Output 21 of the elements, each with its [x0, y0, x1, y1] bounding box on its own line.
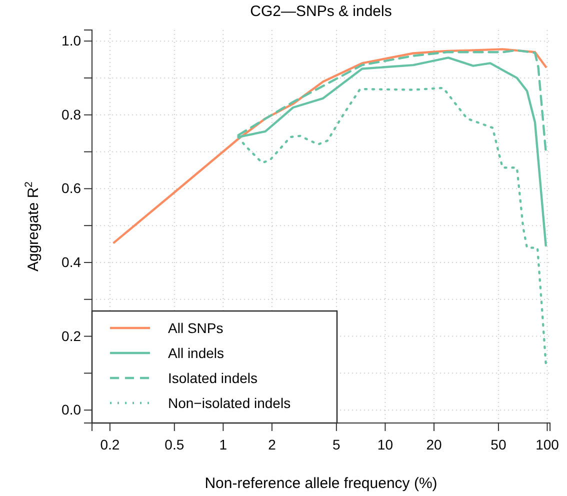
y-tick-label: 0.0 [62, 402, 82, 418]
y-tick-label: 1.0 [62, 32, 82, 49]
y-tick-label: 0.2 [62, 328, 82, 344]
x-tick-label: 20 [426, 436, 442, 452]
x-tick-label: 0.5 [164, 436, 184, 452]
legend-label: Isolated indels [168, 370, 258, 386]
y-tick-label: 0.4 [62, 254, 82, 270]
x-tick-label: 0.2 [100, 436, 120, 452]
legend-label: All SNPs [168, 320, 224, 336]
legend-label: Non−isolated indels [168, 395, 291, 411]
x-tick-label: 2 [268, 436, 276, 452]
legend-label: All indels [168, 345, 224, 361]
x-tick-label: 10 [377, 436, 394, 452]
x-axis-title: Non-reference allele frequency (%) [204, 475, 438, 492]
chart-title: CG2—SNPs & indels [250, 3, 392, 20]
x-tick-label: 50 [490, 436, 506, 452]
y-tick-label: 0.6 [62, 180, 82, 196]
x-tick-label: 5 [332, 436, 341, 452]
y-tick-label: 0.8 [62, 106, 82, 122]
x-tick-label: 100 [536, 436, 560, 452]
x-tick-label: 1 [219, 436, 228, 452]
